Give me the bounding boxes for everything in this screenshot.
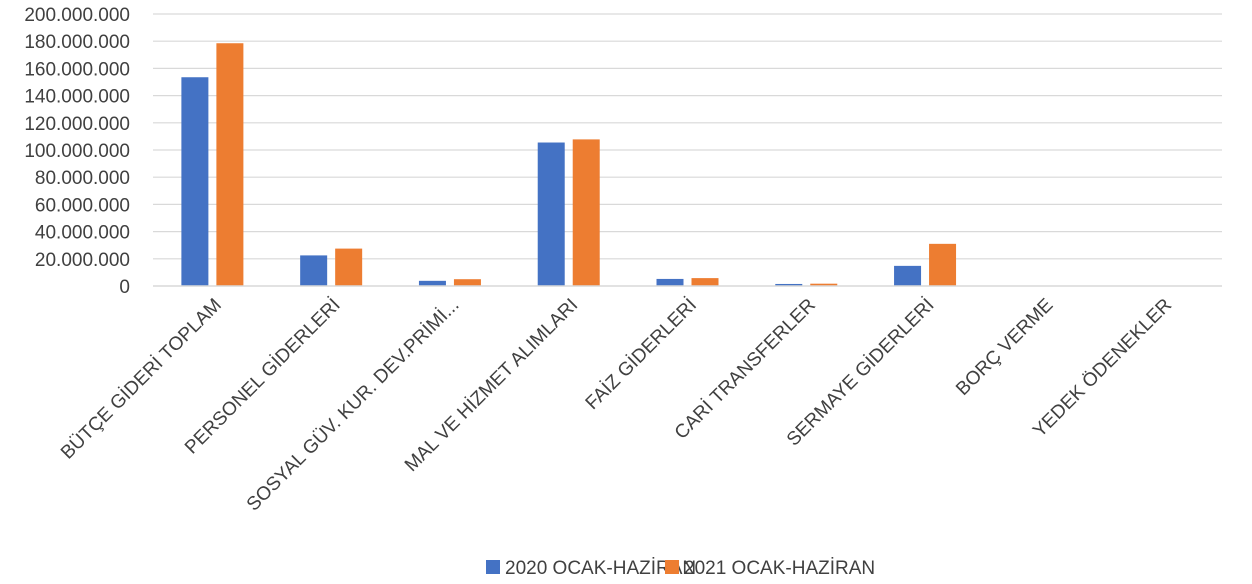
- legend-label-2: 2021 OCAK-HAZİRAN: [684, 558, 875, 579]
- bars: [181, 43, 957, 287]
- bar-series-2-3: [572, 139, 600, 286]
- x-category-label: FAİZ GİDERLERİ: [582, 295, 701, 414]
- bar-series-1-6: [894, 265, 922, 286]
- bar-series-2-0: [216, 43, 244, 286]
- bar-series-1-2: [418, 280, 446, 286]
- legend-swatch-1: [486, 560, 500, 574]
- gridlines: [153, 13, 1222, 260]
- y-tick-label: 80.000.000: [35, 168, 130, 189]
- y-tick-label: 60.000.000: [35, 195, 130, 216]
- y-tick-label: 200.000.000: [24, 5, 130, 26]
- legend-swatch-2: [665, 560, 679, 574]
- x-category-label: BORÇ VERME: [952, 295, 1057, 400]
- y-tick-label: 40.000.000: [35, 223, 130, 244]
- y-tick-label: 0: [119, 277, 130, 298]
- y-axis-tick-labels: 0 20.000.000 40.000.000 60.000.000 80.000.00…: [24, 5, 130, 298]
- bar-series-1-5: [775, 283, 803, 286]
- bar-series-2-6: [929, 243, 957, 286]
- bar-series-1-3: [537, 142, 565, 286]
- y-tick-label: 120.000.000: [24, 114, 130, 135]
- bar-series-2-2: [453, 279, 481, 286]
- x-category-label: SOSYAL GÜV. KUR. DEV.PRİMİ...: [243, 295, 464, 516]
- bar-series-2-4: [691, 278, 719, 286]
- x-category-label: YEDEK ÖDENEKLER: [1029, 295, 1176, 442]
- bar-series-1-1: [300, 255, 328, 286]
- bar-series-2-5: [810, 283, 838, 286]
- legend-label-1: 2020 OCAK-HAZİRAN: [505, 558, 696, 579]
- y-tick-label: 160.000.000: [24, 59, 130, 80]
- y-tick-label: 100.000.000: [24, 141, 130, 162]
- y-tick-label: 180.000.000: [24, 32, 130, 53]
- y-tick-label: 20.000.000: [35, 250, 130, 271]
- bar-series-1-0: [181, 77, 209, 287]
- bar-series-2-1: [335, 248, 363, 286]
- bar-series-1-4: [656, 278, 684, 286]
- y-tick-label: 140.000.000: [24, 87, 130, 108]
